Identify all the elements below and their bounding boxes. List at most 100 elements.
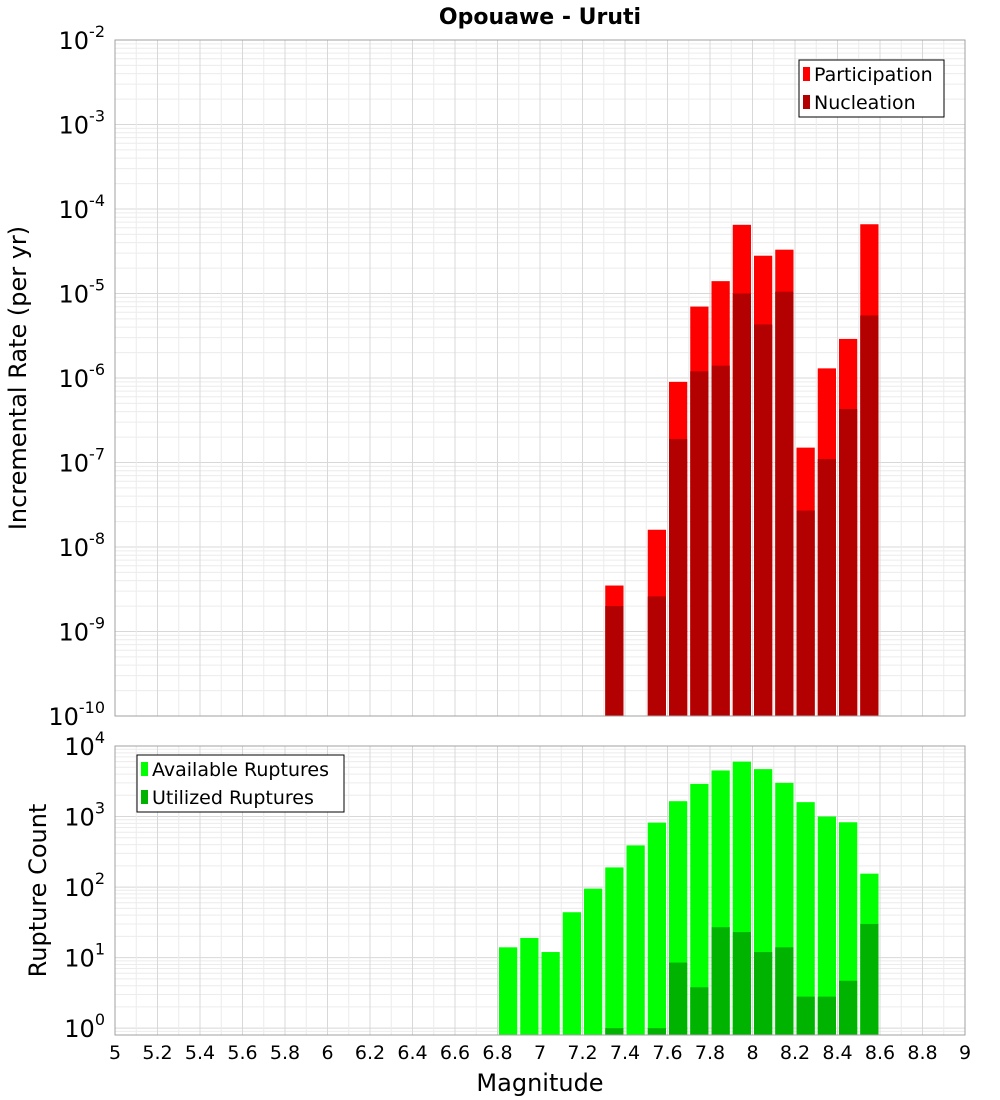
x-tick-label: 8 bbox=[746, 1042, 758, 1064]
plot-border-0 bbox=[114, 39, 966, 717]
x-tick-label: 7.4 bbox=[610, 1042, 640, 1064]
y-tick-base: 10 bbox=[64, 733, 95, 761]
legend-swatch bbox=[141, 762, 148, 776]
x-tick-label: 7.6 bbox=[652, 1042, 682, 1064]
bar bbox=[669, 438, 688, 716]
bar bbox=[647, 822, 666, 1035]
bar bbox=[754, 324, 773, 716]
y-tick-exponent: -7 bbox=[89, 445, 105, 464]
y-tick-exponent: 3 bbox=[95, 799, 105, 818]
bar bbox=[817, 816, 836, 1035]
x-tick-label: 7.2 bbox=[567, 1042, 597, 1064]
bar bbox=[817, 459, 836, 716]
y-tick-base: 10 bbox=[59, 619, 90, 647]
y-tick-base: 10 bbox=[64, 874, 95, 902]
bar bbox=[817, 996, 836, 1035]
bar bbox=[647, 1028, 666, 1035]
x-tick-label: 8.2 bbox=[780, 1042, 810, 1064]
bar bbox=[499, 947, 518, 1035]
x-tick-label: 8.6 bbox=[865, 1042, 895, 1064]
x-axis-label: Magnitude bbox=[476, 1069, 603, 1097]
bar bbox=[839, 980, 858, 1035]
x-tick-label: 5.8 bbox=[270, 1042, 300, 1064]
x-tick-label: 7.8 bbox=[695, 1042, 725, 1064]
y-tick-base: 10 bbox=[59, 27, 90, 55]
legend-box bbox=[798, 59, 945, 118]
bar bbox=[605, 606, 624, 716]
y-tick-label: 10-5 bbox=[59, 276, 106, 309]
y-tick-base: 10 bbox=[64, 804, 95, 832]
bar bbox=[541, 952, 560, 1035]
bar bbox=[690, 371, 709, 716]
y-tick-label: 100 bbox=[64, 1010, 105, 1043]
bar bbox=[839, 408, 858, 716]
y-tick-base: 10 bbox=[59, 281, 90, 309]
y-tick-label: 103 bbox=[64, 799, 105, 832]
y-tick-label: 102 bbox=[64, 869, 105, 902]
x-tick-label: 6.2 bbox=[355, 1042, 385, 1064]
y-tick-label: 10-8 bbox=[59, 529, 106, 562]
y-tick-exponent: 4 bbox=[95, 728, 105, 747]
x-tick-label: 6.6 bbox=[440, 1042, 470, 1064]
x-tick-label: 5.4 bbox=[185, 1042, 215, 1064]
y-tick-label: 10-2 bbox=[59, 22, 106, 55]
legend-label: Participation bbox=[814, 64, 933, 86]
bar bbox=[796, 996, 815, 1035]
series-available-ruptures bbox=[499, 761, 879, 1035]
y-tick-exponent: -3 bbox=[89, 107, 105, 126]
bar bbox=[775, 291, 794, 716]
bar bbox=[796, 802, 815, 1035]
x-tick-label: 8.8 bbox=[907, 1042, 937, 1064]
y-tick-exponent: -5 bbox=[89, 276, 105, 295]
bar bbox=[647, 596, 666, 716]
bar bbox=[626, 845, 645, 1035]
bar bbox=[860, 315, 879, 716]
bar bbox=[605, 1028, 624, 1035]
legend-box bbox=[136, 754, 345, 813]
legend-label: Available Ruptures bbox=[152, 759, 329, 781]
y-tick-exponent: 2 bbox=[95, 869, 105, 888]
y-tick-exponent: -10 bbox=[79, 698, 105, 717]
bar bbox=[711, 365, 730, 716]
chart-title: Opouawe - Uruti bbox=[439, 5, 641, 30]
y-tick-label: 101 bbox=[64, 940, 105, 973]
bar bbox=[562, 912, 581, 1035]
bar bbox=[690, 987, 709, 1035]
bar bbox=[796, 510, 815, 716]
bar bbox=[732, 932, 751, 1035]
plot-border-1 bbox=[114, 745, 966, 1036]
bar bbox=[669, 962, 688, 1035]
bar bbox=[775, 947, 794, 1035]
bar bbox=[605, 867, 624, 1035]
legend-label: Utilized Ruptures bbox=[152, 787, 314, 809]
y-tick-base: 10 bbox=[59, 112, 90, 140]
y-tick-exponent: -8 bbox=[89, 529, 105, 548]
legend-swatch bbox=[141, 790, 148, 804]
x-tick-label: 7 bbox=[534, 1042, 546, 1064]
y-tick-label: 10-4 bbox=[59, 191, 106, 224]
bar bbox=[711, 927, 730, 1035]
bar bbox=[754, 952, 773, 1035]
y-tick-exponent: -6 bbox=[89, 360, 105, 379]
legend: Available Ruptures Utilized Ruptures bbox=[136, 754, 345, 813]
series-nucleation bbox=[605, 291, 879, 716]
y-axis-label: Rupture Count bbox=[24, 804, 52, 978]
y-tick-exponent: 1 bbox=[95, 940, 105, 959]
y-tick-exponent: -4 bbox=[89, 191, 105, 210]
y-tick-label: 104 bbox=[64, 728, 105, 761]
y-tick-base: 10 bbox=[64, 945, 95, 973]
x-tick-label: 5.6 bbox=[227, 1042, 257, 1064]
y-tick-label: 10-10 bbox=[48, 698, 105, 731]
bar bbox=[860, 923, 879, 1035]
bar bbox=[584, 888, 603, 1035]
x-tick-label: 6.8 bbox=[482, 1042, 512, 1064]
y-tick-label: 10-9 bbox=[59, 614, 106, 647]
y-tick-base: 10 bbox=[59, 365, 90, 393]
grid-0 bbox=[114, 39, 966, 717]
x-tick-label: 8.4 bbox=[822, 1042, 852, 1064]
legend-label: Nucleation bbox=[814, 92, 916, 114]
y-tick-base: 10 bbox=[48, 703, 79, 731]
y-tick-base: 10 bbox=[59, 534, 90, 562]
x-tick-label: 6 bbox=[321, 1042, 333, 1064]
